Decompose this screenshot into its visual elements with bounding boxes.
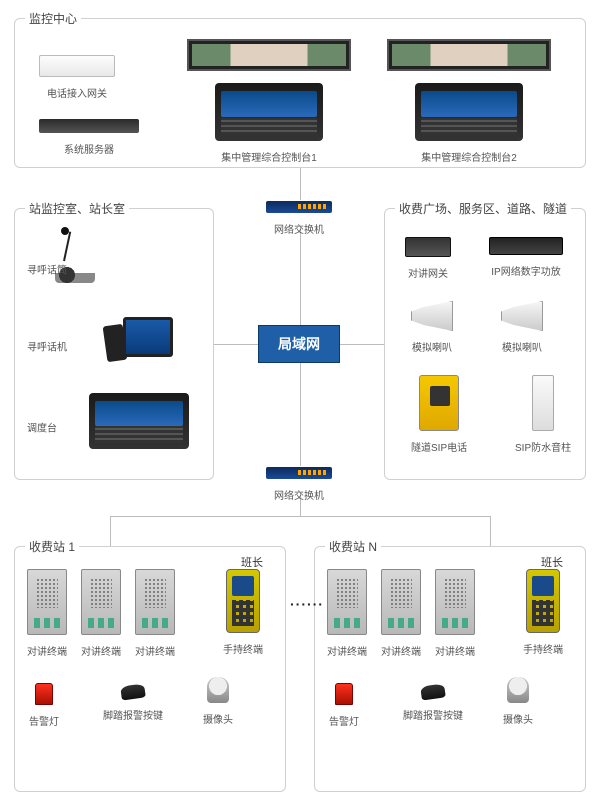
panel-toll-1: 收费站 1 对讲终端对讲终端对讲终端班长手持终端告警灯脚踏报警按键摄像头	[14, 546, 286, 792]
device-foot: 脚踏报警按键	[103, 685, 163, 722]
device-videowall	[387, 39, 551, 76]
connection-line	[300, 363, 301, 466]
device-videowall	[187, 39, 351, 76]
device-horn: 模拟喇叭	[501, 301, 543, 354]
lan-center-node: 局域网	[258, 325, 340, 363]
panel-plaza: 收费广场、服务区、道路、隧道 对讲网关IP网络数字功放模拟喇叭模拟喇叭隧道SIP…	[384, 208, 586, 480]
device-intercom: 对讲终端	[135, 569, 175, 658]
device-camera: 摄像头	[503, 677, 533, 726]
device-column: SIP防水音柱	[515, 375, 571, 454]
connection-line	[110, 516, 490, 517]
panel-title: 站监控室、站长室	[25, 200, 129, 217]
device-handheld: 手持终端	[223, 569, 263, 656]
device-intercom: 对讲终端	[27, 569, 67, 658]
panel-toll-n: 收费站 N 对讲终端对讲终端对讲终端班长手持终端告警灯脚踏报警按键摄像头	[314, 546, 586, 792]
panel-monitor-center: 监控中心 电话接入网关系统服务器集中管理综合控制台1集中管理综合控制台2	[14, 18, 586, 168]
panel-title: 收费站 1	[25, 538, 79, 555]
device-handheld: 手持终端	[523, 569, 563, 656]
device-horn: 模拟喇叭	[411, 301, 453, 354]
panel-title: 收费广场、服务区、道路、隧道	[395, 200, 571, 217]
device-device: 电话接入网关	[39, 55, 115, 100]
device-server: 系统服务器	[39, 119, 139, 156]
connection-line	[340, 344, 384, 345]
connection-line	[300, 168, 301, 200]
panel-title: 监控中心	[25, 10, 81, 27]
network-switch-top: 网络交换机	[266, 200, 332, 236]
connection-line	[110, 516, 111, 546]
device-foot: 脚踏报警按键	[403, 685, 463, 722]
device-console: 集中管理综合控制台1	[215, 83, 323, 164]
device-intercom: 对讲终端	[81, 569, 121, 658]
device-banzhang: 班长	[541, 551, 563, 570]
device-camera: 摄像头	[203, 677, 233, 726]
device-yellowbox: 隧道SIP电话	[411, 375, 467, 454]
network-switch-bottom: 网络交换机	[266, 466, 332, 502]
device-banzhang: 班长	[241, 551, 263, 570]
device-console: 集中管理综合控制台2	[415, 83, 523, 164]
ellipsis-dots: ······	[290, 596, 324, 612]
connection-line	[490, 516, 491, 546]
device-small-box: 对讲网关	[405, 237, 451, 280]
device-phone: 寻呼话机	[105, 317, 173, 368]
connection-line	[300, 226, 301, 325]
device-console: 调度台	[89, 393, 189, 454]
device-alarm: 告警灯	[329, 683, 359, 728]
device-rack: IP网络数字功放	[489, 237, 563, 278]
device-intercom: 对讲终端	[381, 569, 421, 658]
device-alarm: 告警灯	[29, 683, 59, 728]
connection-line	[214, 344, 258, 345]
device-intercom: 对讲终端	[327, 569, 367, 658]
panel-title: 收费站 N	[325, 538, 381, 555]
panel-station-room: 站监控室、站长室 寻呼话筒寻呼话机调度台	[14, 208, 214, 480]
device-intercom: 对讲终端	[435, 569, 475, 658]
device-mic: 寻呼话筒	[55, 243, 95, 288]
